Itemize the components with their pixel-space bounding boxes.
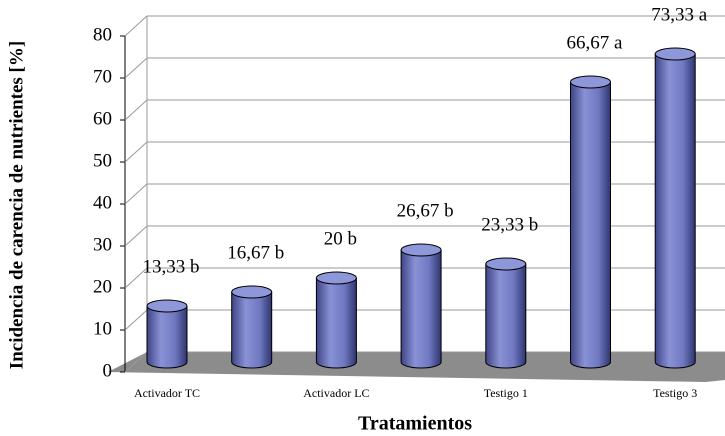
bar-top: [485, 257, 527, 271]
y-tick-label: 0: [103, 360, 113, 381]
grid-line: [124, 57, 148, 79]
value-label: 16,67 b: [227, 242, 284, 263]
grid-line: [124, 351, 148, 373]
bar-top: [400, 243, 442, 257]
y-tick-label: 80: [93, 24, 112, 45]
grid-line: [124, 309, 148, 331]
bar: [654, 53, 696, 369]
value-label: 26,67 b: [397, 200, 454, 221]
bar-top: [146, 299, 188, 313]
y-tick-label: 40: [93, 192, 112, 213]
y-tick-label: 10: [93, 318, 112, 339]
bar: [315, 277, 357, 369]
x-tick-label: Activador LC: [303, 386, 369, 400]
y-tick-label: 30: [93, 234, 112, 255]
bar: [146, 305, 188, 369]
bar: [231, 291, 273, 369]
value-label: 73,33 a: [651, 4, 708, 25]
bar-top: [315, 271, 357, 285]
y-tick-label: 20: [93, 276, 112, 297]
y-tick-label: 60: [93, 108, 112, 129]
value-label: 23,33 b: [481, 214, 538, 235]
bar-top: [570, 75, 611, 89]
grid-line: [124, 225, 148, 247]
y-tick-label: 70: [93, 66, 112, 87]
value-label: 13,33 b: [143, 256, 200, 277]
x-tick-label: Testigo 3: [653, 386, 697, 400]
bar-top: [654, 47, 696, 61]
x-axis-title: Tratamientos: [358, 413, 472, 435]
grid-line: [124, 99, 148, 121]
x-tick-label: Activador TC: [134, 386, 200, 400]
bar: [570, 81, 611, 369]
y-axis-title: Incidencia de carencia de nutrientes [%]: [6, 41, 27, 369]
value-label: 20 b: [324, 228, 357, 249]
grid-line: [124, 267, 148, 289]
grid-line: [124, 141, 148, 163]
y-tick-label: 50: [93, 150, 112, 171]
grid-line: [124, 15, 148, 37]
bar-top: [231, 285, 273, 299]
grid-line: [124, 183, 148, 205]
bar: [485, 263, 527, 369]
value-label: 66,67 a: [567, 32, 624, 53]
x-tick-label: Testigo 1: [484, 386, 528, 400]
bar: [400, 249, 442, 369]
